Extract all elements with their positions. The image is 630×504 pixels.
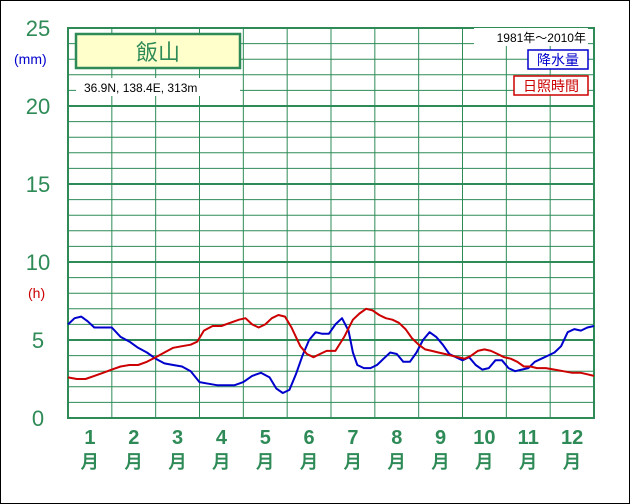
x-tick-label: 7 (347, 427, 358, 449)
x-tick-unit: 月 (299, 452, 318, 473)
period-label: 1981年〜2010年 (497, 31, 586, 45)
legend-box-sunshine (513, 75, 589, 96)
series-line-sunshine (67, 307, 595, 380)
y-tick-label: 15 (26, 172, 50, 197)
station-name: 飯山 (136, 41, 180, 66)
x-tick-label: 4 (216, 427, 228, 449)
coords-bg (76, 78, 240, 96)
x-tick-unit: 月 (124, 452, 143, 473)
series-lines (67, 307, 595, 394)
y-tick-label: 10 (26, 250, 50, 275)
x-tick-label: 9 (435, 427, 446, 449)
x-tick-label: 10 (473, 427, 495, 449)
y-tick-label: 20 (26, 94, 50, 119)
x-tick-label: 5 (260, 427, 271, 449)
x-tick-unit: 月 (168, 452, 187, 473)
legend-label-precipitation: 降水量 (537, 52, 579, 68)
x-tick-label: 11 (518, 427, 539, 449)
y-tick-label: 5 (32, 328, 44, 353)
station-box (74, 32, 242, 70)
x-tick-unit: 月 (211, 452, 230, 473)
y-unit-mm: (mm) (14, 51, 47, 67)
legend-label-sunshine: 日照時間 (523, 78, 579, 94)
x-tick-label: 12 (561, 427, 583, 449)
y-tick-labels: 0 5 10 15 20 25 (26, 16, 50, 431)
series-line-precipitation (67, 315, 595, 394)
x-tick-unit: 月 (80, 452, 99, 473)
period-bg (474, 28, 588, 46)
x-tick-unit: 月 (518, 452, 537, 473)
y-unit-h: (h) (28, 285, 45, 301)
y-tick-label: 25 (26, 16, 50, 41)
legend-box-precipitation (527, 49, 589, 70)
legend: 降水量 日照時間 (513, 49, 589, 96)
x-tick-label: 3 (172, 427, 183, 449)
x-tick-label: 6 (304, 427, 315, 449)
y-tick-label: 0 (32, 406, 44, 431)
x-tick-label: 2 (128, 427, 139, 449)
x-tick-unit: 月 (562, 452, 581, 473)
x-tick-unit: 月 (474, 452, 493, 473)
x-tick-labels: 1 月 2 月 3 月 4 月 5 月 6 月 7 月 8 月 9 月 10 月 11 月 12 月 (80, 427, 583, 473)
x-tick-label: 1 (84, 427, 95, 449)
x-tick-unit: 月 (387, 452, 406, 473)
station-coords: 36.9N, 138.4E, 313m (84, 81, 197, 95)
x-tick-unit: 月 (343, 452, 362, 473)
x-tick-label: 8 (391, 427, 402, 449)
x-tick-unit: 月 (255, 452, 274, 473)
x-tick-unit: 月 (431, 452, 450, 473)
